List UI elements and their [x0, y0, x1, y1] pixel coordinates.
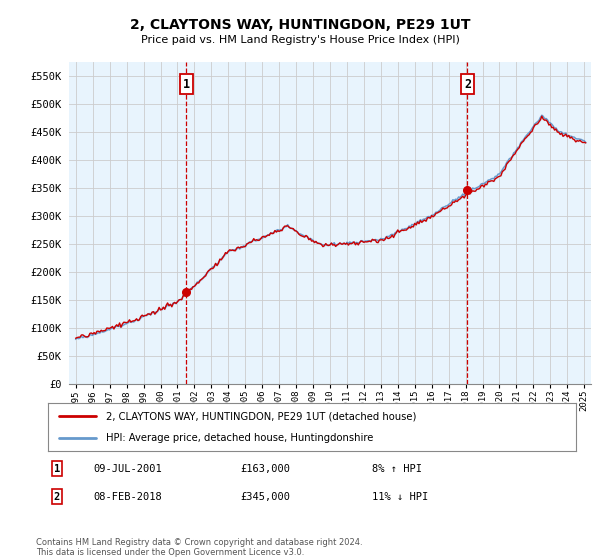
Text: 2, CLAYTONS WAY, HUNTINGDON, PE29 1UT: 2, CLAYTONS WAY, HUNTINGDON, PE29 1UT — [130, 18, 470, 32]
Text: 1: 1 — [183, 77, 190, 91]
Text: 09-JUL-2001: 09-JUL-2001 — [93, 464, 162, 474]
Text: 1: 1 — [54, 464, 60, 474]
Text: £345,000: £345,000 — [240, 492, 290, 502]
Text: 08-FEB-2018: 08-FEB-2018 — [93, 492, 162, 502]
Text: 2, CLAYTONS WAY, HUNTINGDON, PE29 1UT (detached house): 2, CLAYTONS WAY, HUNTINGDON, PE29 1UT (d… — [106, 411, 416, 421]
Text: Price paid vs. HM Land Registry's House Price Index (HPI): Price paid vs. HM Land Registry's House … — [140, 35, 460, 45]
Text: 11% ↓ HPI: 11% ↓ HPI — [372, 492, 428, 502]
Text: HPI: Average price, detached house, Huntingdonshire: HPI: Average price, detached house, Hunt… — [106, 433, 373, 443]
Text: £163,000: £163,000 — [240, 464, 290, 474]
Text: 2: 2 — [464, 77, 471, 91]
Text: Contains HM Land Registry data © Crown copyright and database right 2024.
This d: Contains HM Land Registry data © Crown c… — [36, 538, 362, 557]
Text: 2: 2 — [54, 492, 60, 502]
Text: 8% ↑ HPI: 8% ↑ HPI — [372, 464, 422, 474]
